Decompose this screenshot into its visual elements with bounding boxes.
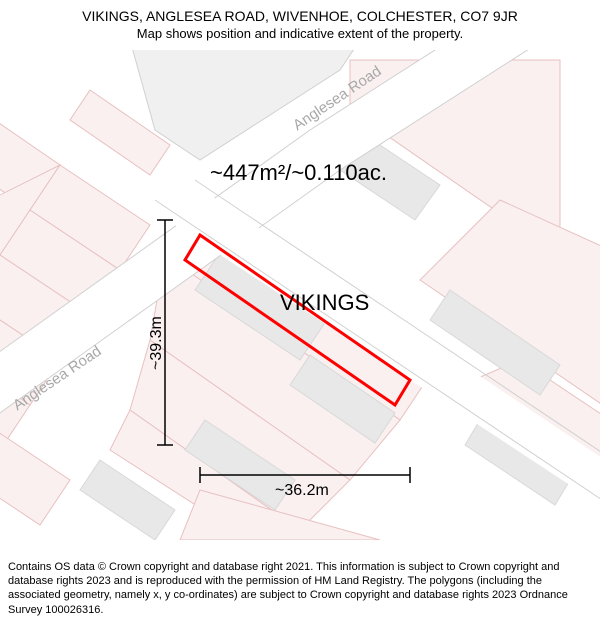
page-container: VIKINGS, ANGLESEA ROAD, WIVENHOE, COLCHE… — [0, 0, 600, 625]
dim-vertical-label: ~39.3m — [148, 316, 166, 370]
page-subtitle: Map shows position and indicative extent… — [0, 26, 600, 41]
page-title: VIKINGS, ANGLESEA ROAD, WIVENHOE, COLCHE… — [0, 8, 600, 24]
map-area: ~447m²/~0.110ac. VIKINGS ~39.3m ~36.2m A… — [0, 50, 600, 540]
property-label: VIKINGS — [280, 290, 369, 316]
area-label: ~447m²/~0.110ac. — [210, 160, 387, 186]
header: VIKINGS, ANGLESEA ROAD, WIVENHOE, COLCHE… — [0, 0, 600, 41]
footer-text: Contains OS data © Crown copyright and d… — [8, 560, 592, 617]
dim-horizontal-label: ~36.2m — [275, 482, 329, 500]
